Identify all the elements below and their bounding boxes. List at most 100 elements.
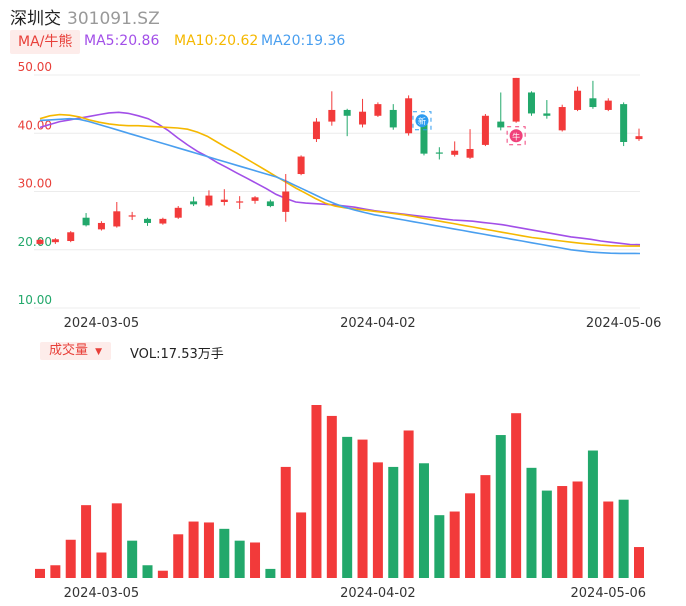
candle-body — [220, 199, 228, 202]
ma20-value: MA20:19.36 — [261, 33, 346, 49]
candle-body — [589, 98, 597, 108]
candle — [466, 129, 474, 159]
candle-body — [190, 201, 198, 205]
candle-body — [205, 195, 213, 206]
candle-body — [51, 239, 59, 243]
candle — [527, 91, 535, 116]
marker-dot — [509, 129, 523, 143]
candle — [297, 155, 305, 176]
volume-indicator-tab[interactable]: 成交量 ▼ — [40, 342, 112, 360]
candle-body — [128, 215, 136, 217]
candle — [190, 196, 198, 207]
volume-bar — [188, 521, 199, 578]
volume-bar — [96, 552, 107, 578]
candle-body — [481, 115, 489, 145]
y-tick-label: 10.00 — [18, 293, 52, 307]
candle-body — [82, 217, 90, 226]
candle-body — [266, 201, 274, 207]
volume-bar — [219, 528, 230, 578]
volume-bar — [35, 568, 45, 578]
candle — [36, 238, 44, 246]
volume-bar — [495, 435, 506, 578]
candle — [405, 95, 413, 136]
candle-body — [312, 121, 320, 140]
stock-name: 深圳交 — [10, 9, 61, 29]
volume-bar — [326, 415, 337, 578]
volume-bar — [311, 405, 322, 578]
candle-body — [604, 100, 612, 110]
volume-bar — [434, 515, 445, 578]
volume-bar — [357, 439, 368, 578]
candle — [451, 141, 459, 157]
candle-body — [328, 109, 336, 122]
x-tick-label: 2024-04-02 — [340, 316, 416, 330]
volume-bar — [296, 512, 307, 578]
volume-bar — [587, 450, 598, 578]
candle-body — [405, 98, 413, 134]
candle-body — [527, 92, 535, 114]
candle-body — [543, 113, 551, 116]
volume-bar — [557, 486, 568, 578]
candle-body — [497, 121, 505, 128]
candle — [497, 92, 505, 131]
candle-body — [420, 121, 428, 154]
ma-indicator-tab[interactable]: MA/牛熊 — [10, 30, 81, 54]
x-tick-label: 2024-03-05 — [64, 316, 140, 330]
volume-bar — [234, 540, 245, 578]
volume-bar — [81, 505, 92, 578]
volume-bar — [541, 490, 552, 578]
volume-bar — [50, 565, 61, 578]
candle — [113, 201, 121, 228]
candle-body — [635, 136, 643, 140]
volume-bar — [142, 565, 153, 578]
candle-body — [374, 104, 382, 116]
volume-value: VOL:17.53万手 — [130, 347, 224, 362]
candle — [359, 98, 367, 128]
ma10-line — [39, 113, 640, 247]
stock-code: 301091.SZ — [67, 9, 160, 29]
y-tick-label: 50.00 — [18, 60, 52, 74]
marker-label: 新 — [418, 116, 426, 126]
candle — [328, 91, 336, 126]
candle — [174, 206, 182, 219]
candle — [558, 104, 566, 132]
volume-bar — [388, 466, 399, 578]
candle — [604, 98, 612, 112]
candle — [220, 189, 228, 206]
ma10-value: MA10:20.62 — [174, 33, 259, 49]
candle — [574, 86, 582, 112]
candle — [589, 80, 597, 109]
dropdown-triangle-icon: ▼ — [95, 347, 103, 357]
candle-body — [144, 218, 152, 223]
candle — [266, 199, 274, 208]
ma5-value: MA5:20.86 — [84, 33, 160, 49]
ma5-line — [39, 111, 641, 246]
volume-bar — [127, 540, 138, 578]
candle — [282, 174, 290, 222]
volume-bar — [511, 413, 522, 578]
y-tick-label: 40.00 — [18, 118, 52, 132]
volume-bar — [111, 503, 122, 578]
candle — [67, 231, 75, 243]
candle-body — [159, 218, 167, 224]
candle — [389, 104, 397, 130]
new-high-badge-icon: 新 — [412, 111, 432, 131]
volume-bar — [203, 522, 214, 578]
candlestick-chart[interactable]: 50.00 40.00 30.00 20.00 10.00 2024-03-05 2024-… — [0, 0, 686, 330]
candle-body — [359, 111, 367, 125]
candle-body — [282, 191, 290, 212]
candle-body — [67, 232, 75, 242]
volume-bar — [265, 568, 276, 578]
x-tick-label: 2024-05-06 — [586, 316, 662, 330]
candle — [435, 147, 443, 160]
volume-x-tick-label: 2024-05-06 — [571, 586, 647, 601]
volume-bar — [480, 475, 491, 578]
volume-bar — [418, 463, 429, 578]
volume-bar — [342, 436, 353, 578]
volume-bar — [603, 501, 614, 578]
candle — [51, 238, 59, 244]
candle — [144, 217, 152, 226]
volume-bar — [403, 430, 414, 578]
candle-body — [620, 104, 628, 142]
candle — [374, 102, 382, 117]
